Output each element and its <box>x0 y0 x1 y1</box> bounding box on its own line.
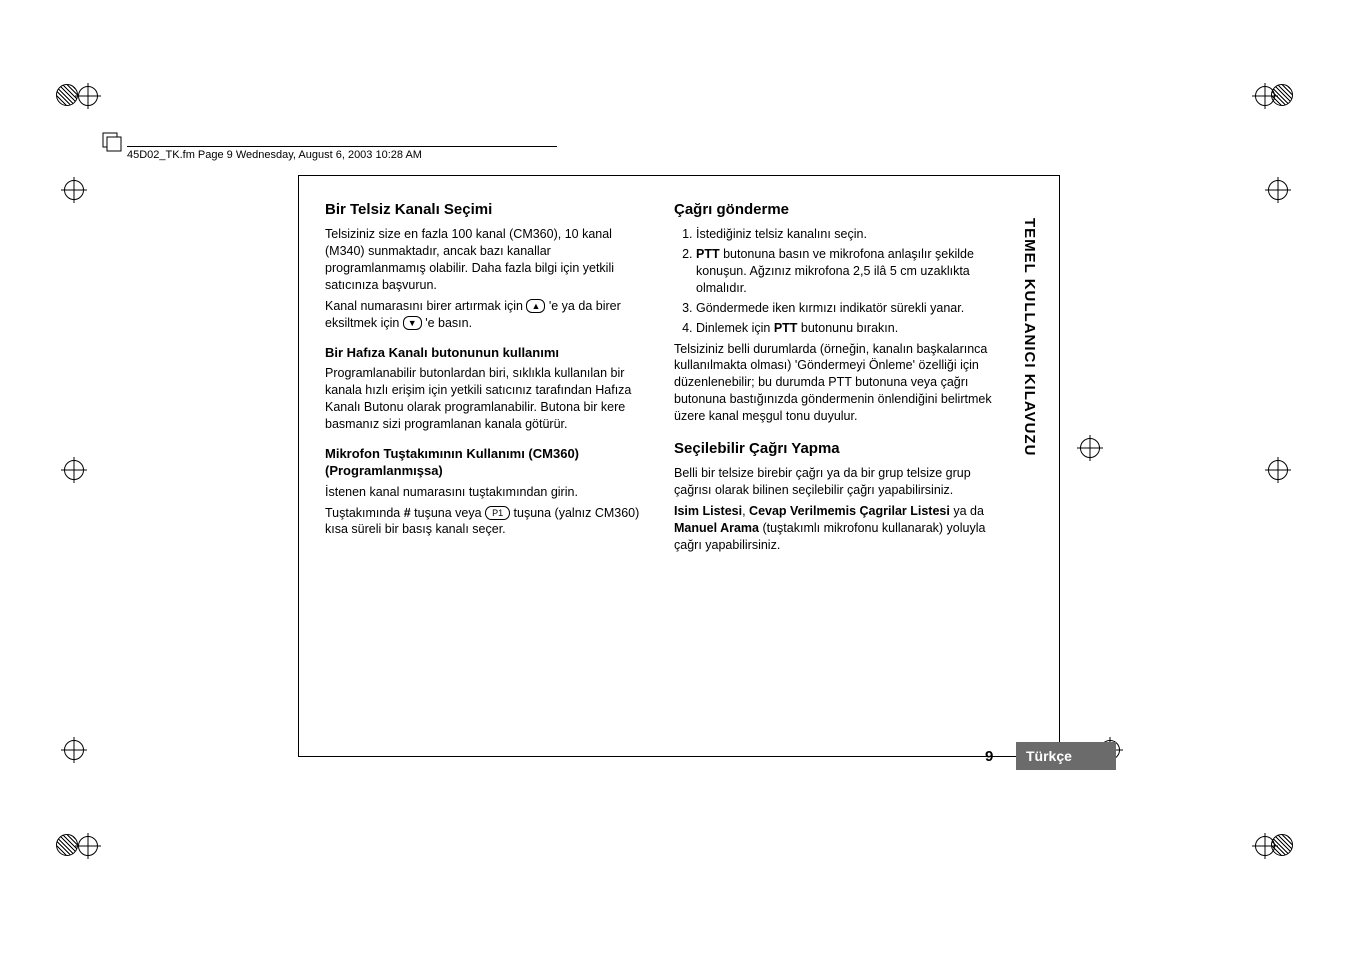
heading-memory: Bir Hafıza Kanalı butonunun kullanımı <box>325 344 646 362</box>
reg-mark-tl <box>60 84 100 104</box>
name-list-label: Isim Listesi <box>674 504 742 518</box>
down-icon: ▼ <box>403 316 422 330</box>
step-2: PTT butonuna basın ve mikrofona anlaşılı… <box>696 246 995 297</box>
section-tab: TEMEL KULLANICI KILAVUZU <box>1016 218 1038 518</box>
para-call-after: Telsiziniz belli durumlarda (örneğin, ka… <box>674 341 995 425</box>
reg-mark-right2 <box>1268 180 1308 200</box>
para-channel-intro: Telsiziniz size en fazla 100 kanal (CM36… <box>325 226 646 294</box>
reg-mark-left3 <box>64 740 104 760</box>
para-selectable-1: Belli bir telsize birebir çağrı ya da bi… <box>674 465 995 499</box>
step-3: Göndermede iken kırmızı indikatör sürekl… <box>696 300 995 317</box>
heading-mic: Mikrofon Tuştakımının Kullanımı (CM360) … <box>325 445 646 480</box>
heading-selectable: Seçilebilir Çağrı Yapma <box>674 439 995 459</box>
reg-mark-bl <box>60 834 100 854</box>
hash-key: # <box>404 506 411 520</box>
right-column: Çağrı gönderme İstediğiniz telsiz kanalı… <box>674 200 995 558</box>
reg-mark-br <box>1255 834 1295 854</box>
p1-key-icon: P1 <box>485 506 510 520</box>
reg-mark-right <box>1268 460 1308 480</box>
missed-calls-label: Cevap Verilmemis Çagrilar Listesi <box>749 504 950 518</box>
para-selectable-2: Isim Listesi, Cevap Verilmemis Çagrilar … <box>674 503 995 554</box>
para-mic-2: Tuştakımında # tuşuna veya P1 tuşuna (ya… <box>325 505 646 539</box>
content-area: Bir Telsiz Kanalı Seçimi Telsiziniz size… <box>325 200 995 558</box>
step-4: Dinlemek için PTT butonunu bırakın. <box>696 320 995 337</box>
reg-mark-tr <box>1255 84 1295 104</box>
left-column: Bir Telsiz Kanalı Seçimi Telsiziniz size… <box>325 200 646 558</box>
reg-mark-left2 <box>64 180 104 200</box>
manual-search-label: Manuel Arama <box>674 521 759 535</box>
running-head-text: 45D02_TK.fm Page 9 Wednesday, August 6, … <box>127 149 422 161</box>
up-icon: ▲ <box>526 299 545 313</box>
ptt-label: PTT <box>696 247 720 261</box>
language-label: Türkçe <box>1026 748 1072 764</box>
language-tab: Türkçe <box>1016 742 1116 770</box>
heading-send-call: Çağrı gönderme <box>674 200 995 220</box>
para-mic-1: İstenen kanal numarasını tuştakımından g… <box>325 484 646 501</box>
para-memory: Programlanabilir butonlardan biri, sıklı… <box>325 365 646 433</box>
reg-mark-left <box>64 460 104 480</box>
call-steps: İstediğiniz telsiz kanalını seçin. PTT b… <box>674 226 995 336</box>
ptt-label-2: PTT <box>774 321 798 335</box>
heading-channel-select: Bir Telsiz Kanalı Seçimi <box>325 200 646 220</box>
step-1: İstediğiniz telsiz kanalını seçin. <box>696 226 995 243</box>
para-channel-arrows: Kanal numarasını birer artırmak için ▲ '… <box>325 298 646 332</box>
header-collate-icon <box>100 130 124 160</box>
reg-mark-inner-right <box>1080 438 1120 458</box>
page-number: 9 <box>985 748 993 765</box>
running-head: 45D02_TK.fm Page 9 Wednesday, August 6, … <box>127 146 557 161</box>
